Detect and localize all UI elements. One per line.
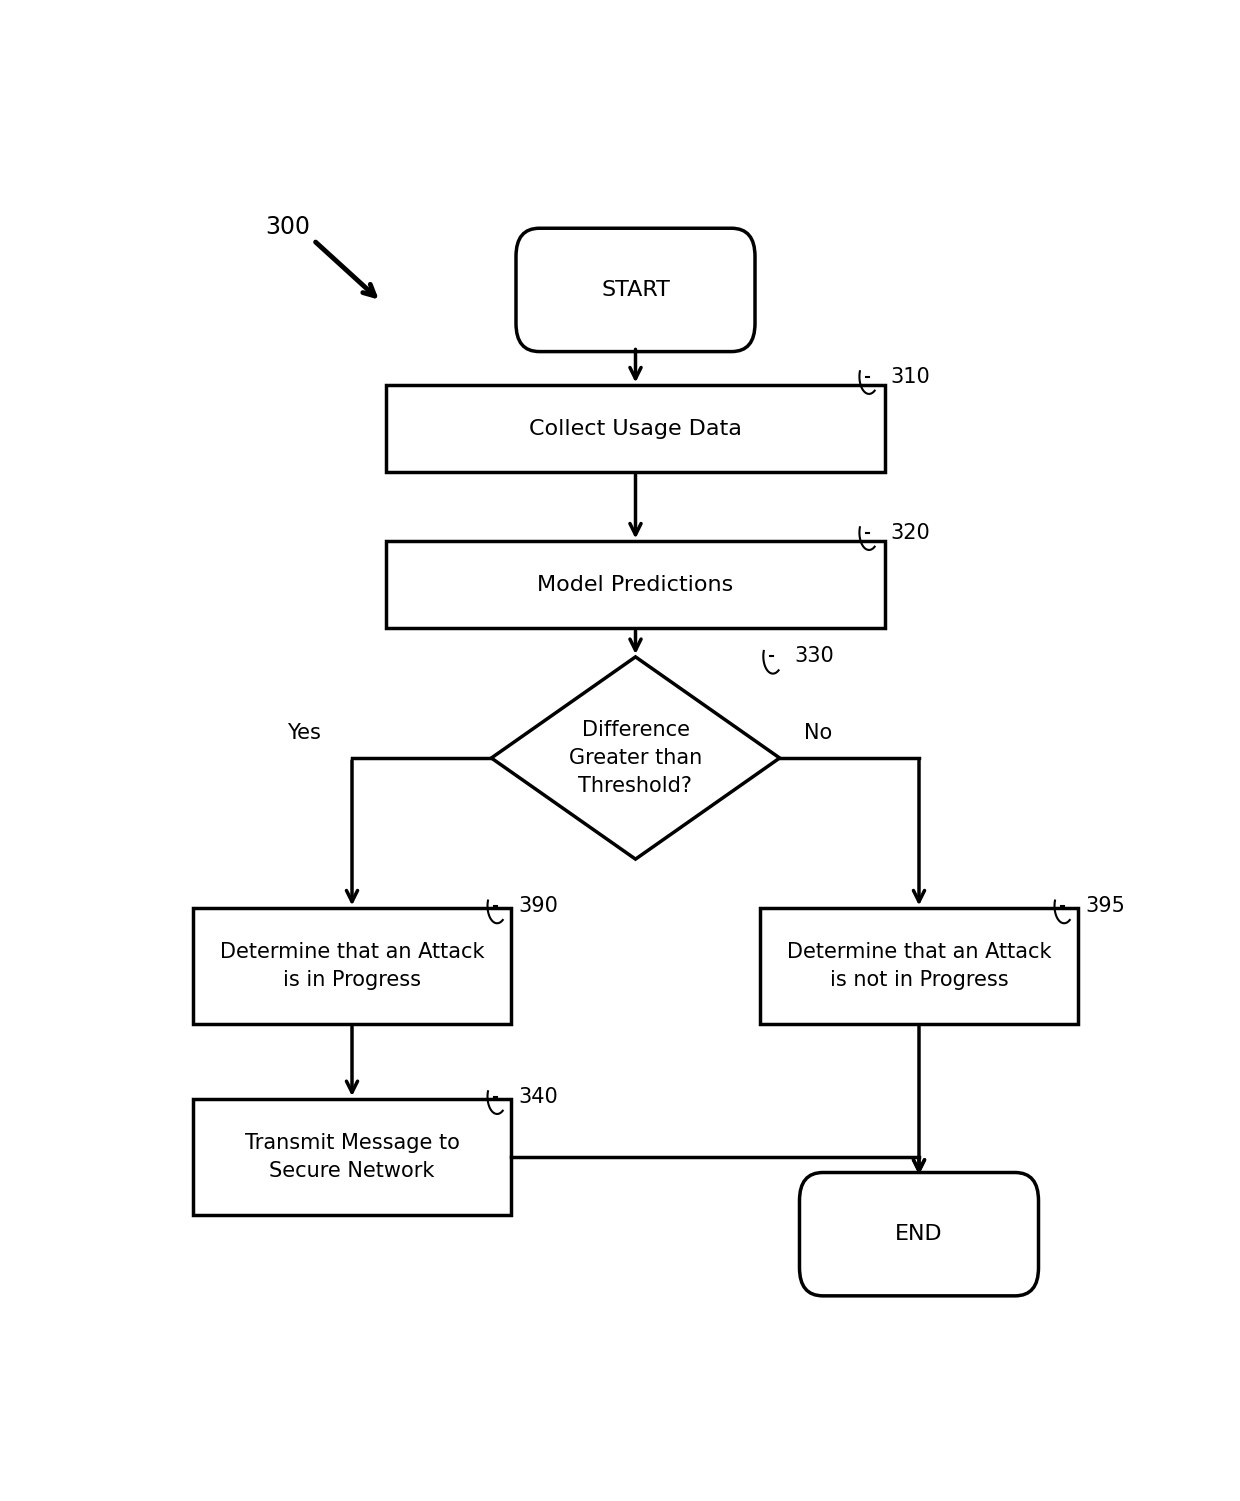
Text: Transmit Message to
Secure Network: Transmit Message to Secure Network xyxy=(244,1133,460,1181)
Bar xyxy=(193,908,511,1024)
Bar xyxy=(386,542,885,627)
Bar xyxy=(760,908,1078,1024)
Text: Collect Usage Data: Collect Usage Data xyxy=(529,419,742,438)
Text: 340: 340 xyxy=(518,1087,558,1106)
Text: END: END xyxy=(895,1225,942,1244)
FancyBboxPatch shape xyxy=(800,1172,1039,1295)
Text: 330: 330 xyxy=(794,647,833,666)
Text: 395: 395 xyxy=(1085,896,1125,916)
Text: Determine that an Attack
is not in Progress: Determine that an Attack is not in Progr… xyxy=(786,943,1052,991)
FancyBboxPatch shape xyxy=(516,228,755,351)
Text: START: START xyxy=(601,279,670,300)
Bar xyxy=(193,1099,511,1214)
Text: Yes: Yes xyxy=(286,723,321,743)
Text: Determine that an Attack
is in Progress: Determine that an Attack is in Progress xyxy=(219,943,485,991)
Bar xyxy=(386,386,885,471)
Text: 310: 310 xyxy=(890,366,930,387)
Text: 320: 320 xyxy=(890,522,930,543)
Polygon shape xyxy=(491,657,780,859)
Text: Difference
Greater than
Threshold?: Difference Greater than Threshold? xyxy=(569,720,702,796)
Text: Model Predictions: Model Predictions xyxy=(537,575,734,594)
Text: No: No xyxy=(804,723,832,743)
Text: 300: 300 xyxy=(265,215,310,239)
Text: 390: 390 xyxy=(518,896,558,916)
